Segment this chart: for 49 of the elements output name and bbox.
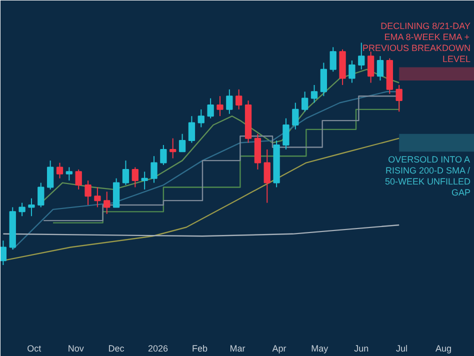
x-tick-label: Dec — [108, 344, 125, 354]
candlestick — [38, 182, 44, 208]
candlestick — [46, 160, 54, 190]
candlestick — [28, 198, 35, 217]
x-tick-label: May — [311, 344, 329, 354]
candlestick — [302, 91, 308, 112]
x-tick-label: Aug — [436, 344, 452, 354]
candlestick — [56, 162, 64, 179]
candlestick — [66, 166, 73, 182]
candlestick — [0, 240, 7, 266]
candlestick — [207, 98, 214, 119]
candlestick — [141, 171, 148, 190]
candlestick — [18, 202, 26, 217]
candlestick — [104, 191, 110, 214]
candlestick — [132, 166, 138, 188]
candlestick — [178, 133, 186, 152]
candlestick — [188, 116, 196, 144]
candlestick — [122, 160, 130, 186]
candlestick — [84, 180, 92, 206]
candlestick — [170, 138, 176, 159]
band-label: OVERSOLD INTO A RISING 200-D SMA / 50-WEEK UNFILLED GAP — [384, 154, 471, 198]
candlestick — [75, 168, 82, 190]
candlestick — [320, 62, 328, 97]
x-tick-label: Oct — [27, 344, 42, 354]
candlestick — [367, 51, 374, 84]
candlestick — [396, 84, 402, 112]
x-tick-label: Nov — [68, 344, 84, 354]
candlestick — [198, 108, 204, 128]
candlestick — [282, 118, 290, 150]
candlestick — [348, 60, 356, 84]
x-tick-label: Apr — [272, 344, 286, 354]
x-tick-label: Jun — [354, 344, 369, 354]
candlestick — [160, 144, 167, 166]
candlestick — [216, 96, 224, 117]
x-tick-label: Jul — [396, 344, 408, 354]
candlestick — [358, 42, 365, 70]
candlestick — [150, 156, 158, 184]
band-label: DECLINING 8/21-DAY EMA 8-WEEK EMA + PREVIOUS BREAKDOWN LEVEL — [362, 21, 471, 64]
candlestick — [236, 88, 242, 110]
x-tick-label: Feb — [192, 344, 208, 354]
candlestick — [292, 102, 299, 130]
candlestick — [310, 84, 318, 104]
candlestick — [376, 56, 384, 82]
candlestick — [94, 186, 101, 208]
candlestick — [226, 88, 233, 114]
x-tick-label: Mar — [230, 344, 246, 354]
candlestick — [330, 46, 336, 72]
x-tick-label: 2026 — [148, 344, 168, 354]
candlestick — [264, 148, 270, 204]
